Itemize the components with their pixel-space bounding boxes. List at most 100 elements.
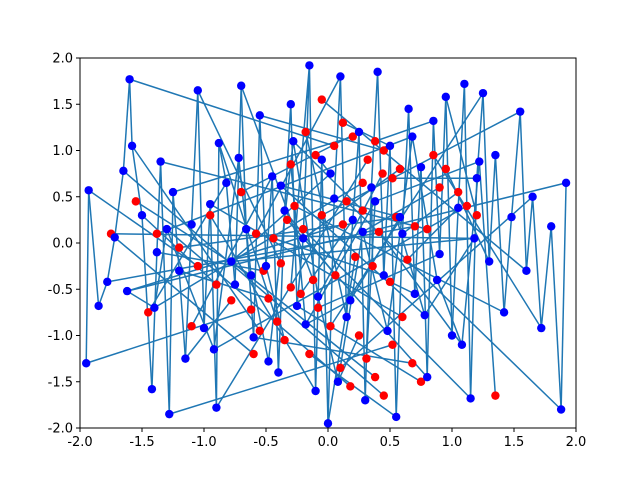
connecting-line xyxy=(160,160,428,230)
blue-point xyxy=(214,138,224,148)
red-point xyxy=(249,349,258,359)
blue-point xyxy=(301,320,310,329)
blue-point xyxy=(84,186,93,195)
blue-point xyxy=(289,137,298,146)
connecting-line xyxy=(342,122,391,147)
red-point xyxy=(331,271,340,280)
blue-point xyxy=(429,116,438,126)
y-tick-label: 1.0 xyxy=(52,144,73,159)
blue-point xyxy=(165,409,174,419)
red-point xyxy=(313,303,323,312)
red-point xyxy=(227,296,236,305)
connecting-line xyxy=(280,184,401,218)
connecting-line xyxy=(87,190,100,306)
blue-point xyxy=(162,224,171,234)
red-point xyxy=(212,280,221,289)
red-point xyxy=(410,222,419,231)
connecting-line xyxy=(424,237,475,316)
blue-point xyxy=(441,92,450,102)
connecting-line xyxy=(327,256,357,424)
red-point xyxy=(491,391,500,400)
connecting-line xyxy=(114,236,255,355)
connecting-line xyxy=(240,85,247,230)
red-point xyxy=(416,377,426,386)
connecting-line xyxy=(290,65,311,288)
blue-point xyxy=(313,292,323,301)
blue-point xyxy=(472,174,481,183)
connecting-line xyxy=(85,308,252,364)
y-tick-label: 0.5 xyxy=(52,190,73,205)
red-point xyxy=(388,174,397,183)
connecting-line xyxy=(113,170,125,238)
red-point xyxy=(336,363,345,373)
blue-point xyxy=(528,192,537,201)
y-tick-label: -1.5 xyxy=(48,375,73,390)
blue-point xyxy=(234,153,243,163)
blue-point xyxy=(408,132,417,141)
x-tick-label: -1.5 xyxy=(129,435,154,450)
red-point xyxy=(338,220,348,229)
connecting-line xyxy=(374,120,434,142)
blue-point xyxy=(385,141,395,151)
red-point xyxy=(358,206,367,215)
connecting-line xyxy=(273,237,385,277)
blue-point xyxy=(125,75,134,84)
blue-point xyxy=(137,211,147,220)
blue-point xyxy=(276,181,286,190)
blue-point xyxy=(317,155,326,164)
connecting-line xyxy=(525,196,534,271)
connecting-line xyxy=(482,93,490,262)
blue-point xyxy=(499,308,509,317)
connecting-line xyxy=(302,228,472,399)
blue-point xyxy=(547,222,556,231)
red-point xyxy=(152,229,162,238)
blue-point xyxy=(342,312,351,322)
red-point xyxy=(379,146,388,155)
blue-point xyxy=(423,372,432,382)
connecting-line xyxy=(494,155,505,313)
connecting-line xyxy=(184,299,232,360)
connecting-line xyxy=(292,141,319,297)
red-point xyxy=(308,275,318,285)
connecting-line xyxy=(389,281,416,295)
connecting-line xyxy=(296,305,422,383)
connecting-line xyxy=(166,228,351,387)
red-point xyxy=(175,243,184,252)
connecting-line xyxy=(141,215,153,390)
red-point xyxy=(472,211,481,220)
connecting-line xyxy=(97,281,108,307)
blue-point xyxy=(122,286,132,296)
connecting-line xyxy=(230,173,331,263)
connecting-line xyxy=(411,136,438,281)
blue-point xyxy=(212,403,221,412)
connecting-line xyxy=(503,217,513,313)
red-point xyxy=(374,227,384,237)
red-point xyxy=(435,183,444,192)
connecting-line xyxy=(259,114,385,152)
red-point xyxy=(379,391,388,400)
blue-point xyxy=(416,162,426,172)
connecting-line xyxy=(231,237,475,263)
connecting-line xyxy=(234,85,242,285)
blue-point xyxy=(361,396,370,405)
blue-point xyxy=(280,206,289,215)
blue-point xyxy=(346,296,355,305)
connecting-line xyxy=(290,164,307,325)
blue-point xyxy=(478,88,488,98)
blue-point xyxy=(227,257,236,266)
blue-point xyxy=(370,197,380,206)
blue-point xyxy=(395,212,405,222)
connecting-line xyxy=(286,219,428,378)
blue-point xyxy=(264,357,273,366)
x-tick-label: 0.0 xyxy=(318,435,339,450)
connecting-line xyxy=(252,115,261,338)
connecting-line xyxy=(284,210,337,276)
blue-point xyxy=(491,150,500,160)
x-axis: -2.0 -1.5 -1.0 -0.5 0.0 0.5 1.0 1.5 2.0 xyxy=(67,428,586,450)
blue-point xyxy=(249,333,258,342)
connecting-line xyxy=(277,210,286,373)
connecting-line xyxy=(364,187,373,401)
connecting-line xyxy=(267,141,295,362)
red-point xyxy=(370,137,380,146)
red-point xyxy=(363,155,372,164)
